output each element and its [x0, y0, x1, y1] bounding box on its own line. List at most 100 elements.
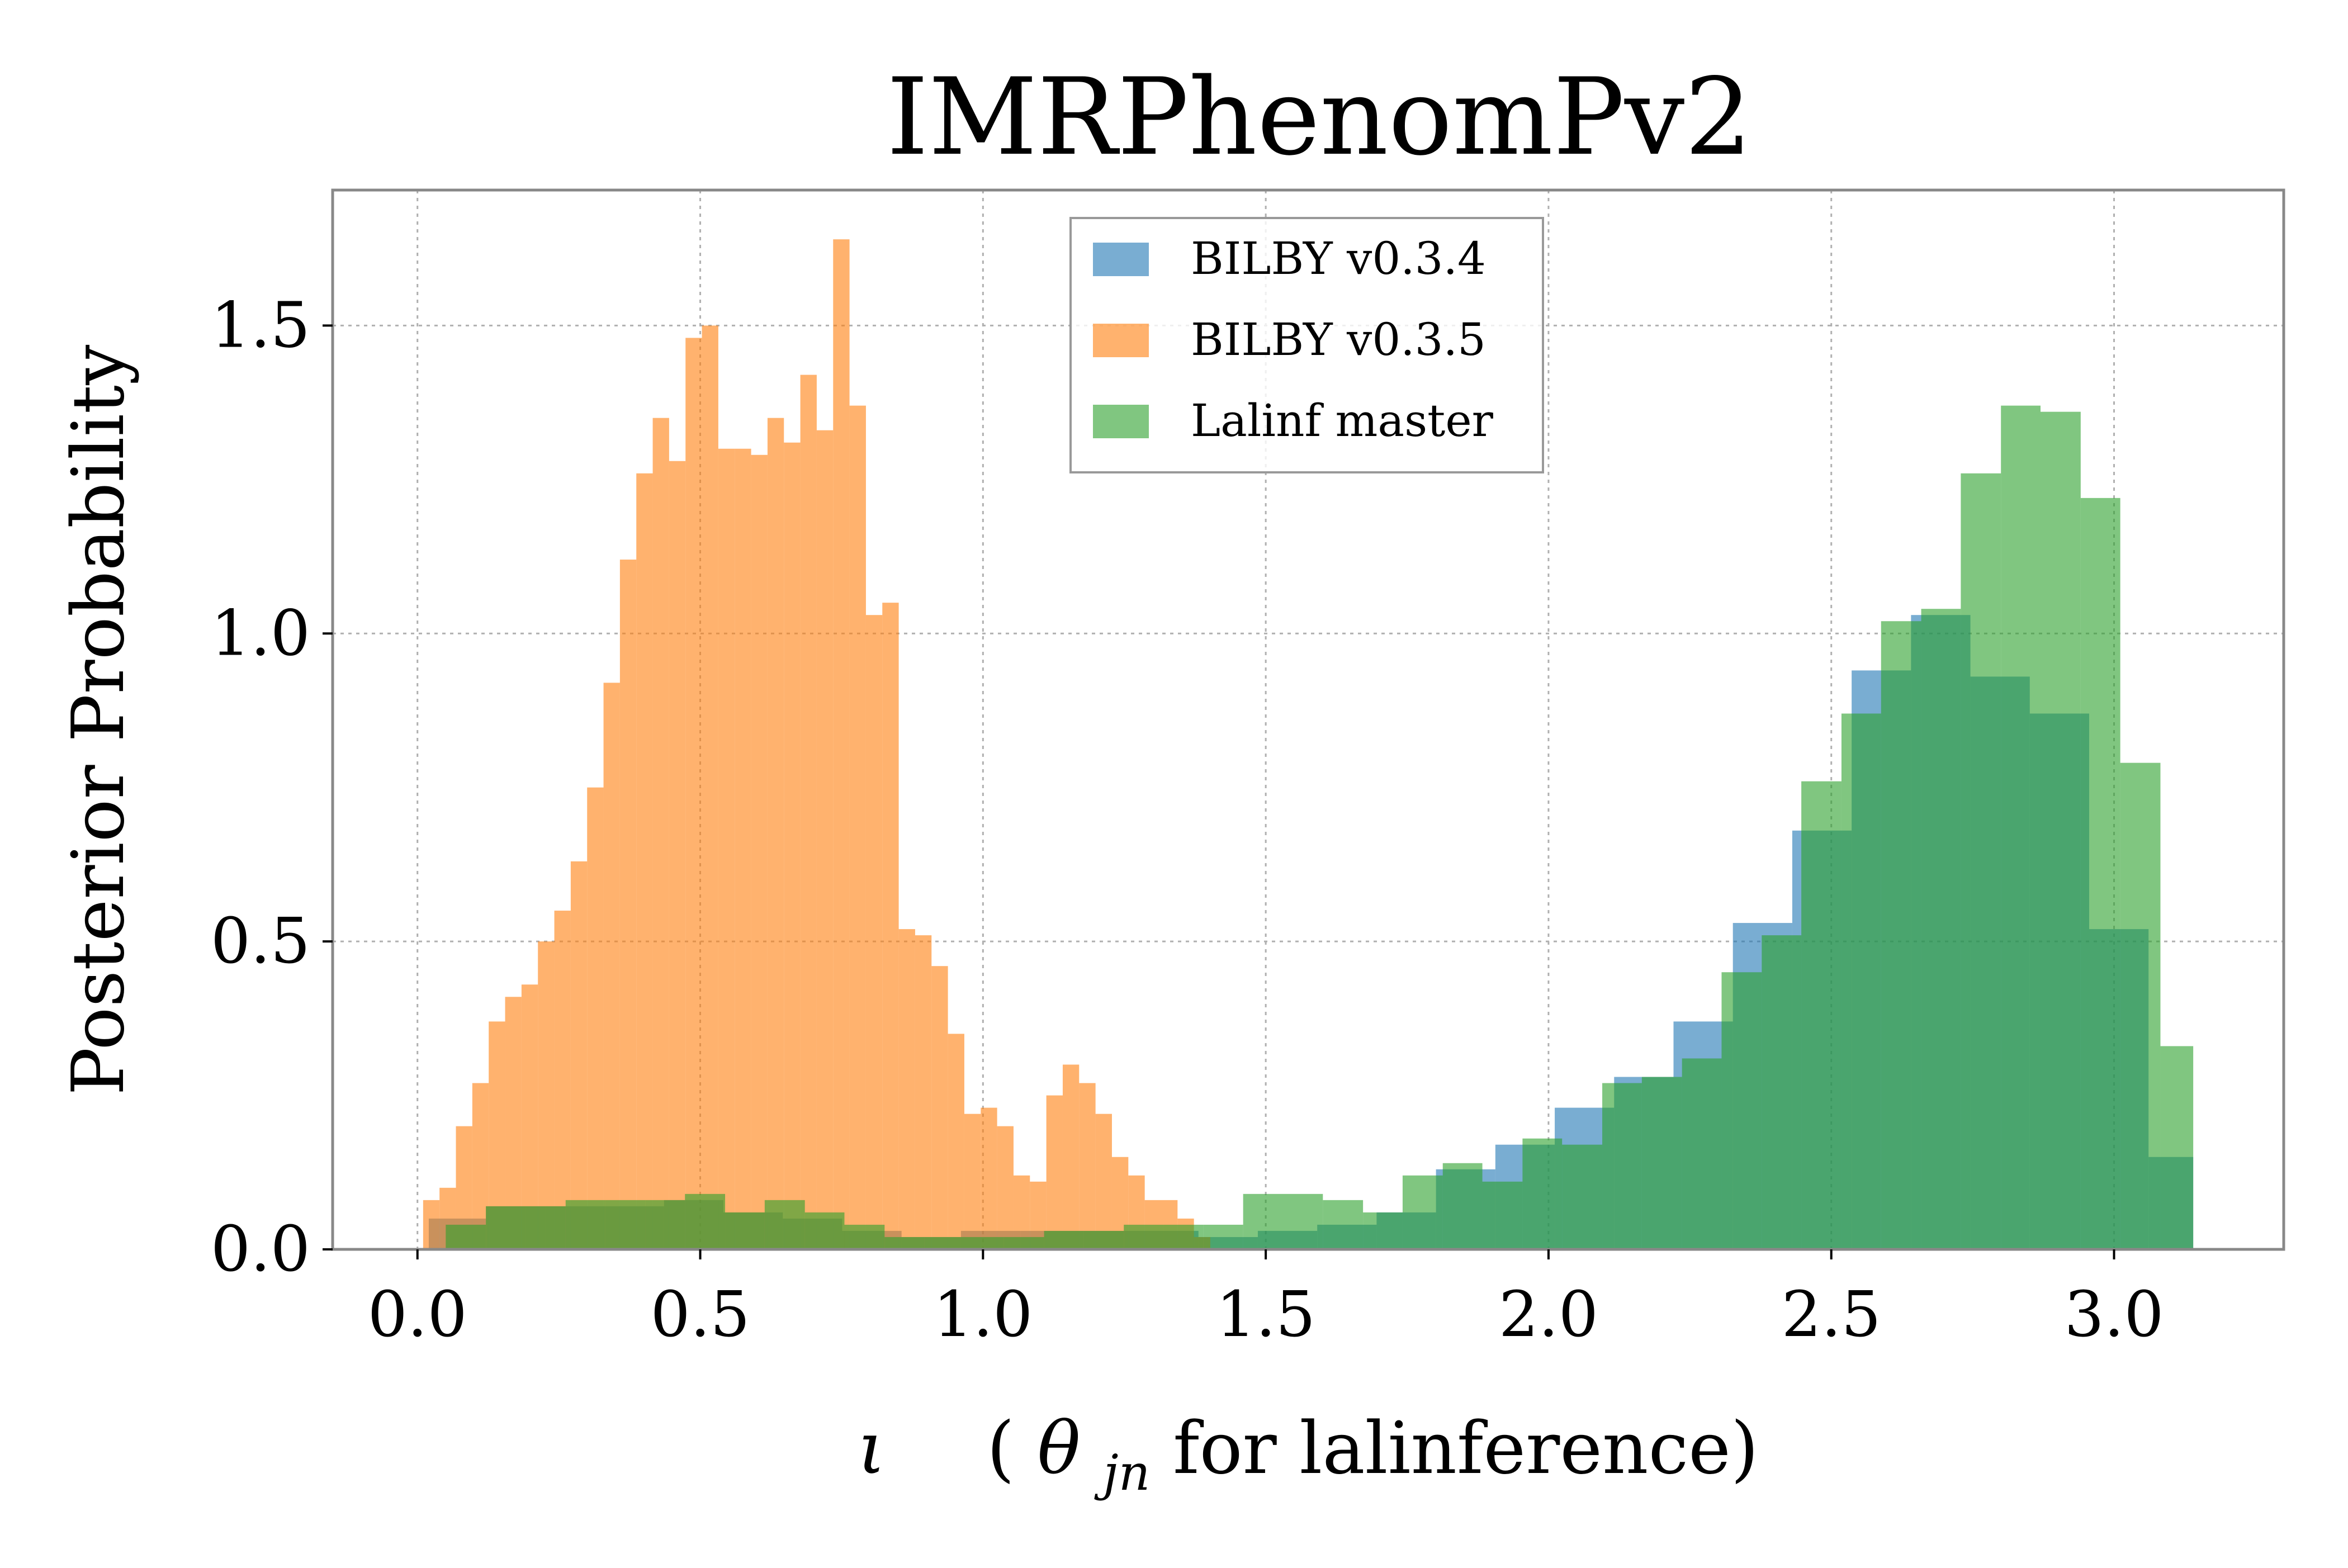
histogram-bar: [1203, 1224, 1243, 1249]
x-axis-label: ι ( θ jn for lalinference): [858, 1407, 1759, 1507]
histogram-bar: [1762, 935, 1802, 1249]
histogram-bar: [446, 1224, 486, 1249]
histogram-bar: [2001, 405, 2041, 1249]
histogram-bar: [1062, 1064, 1080, 1249]
histogram-bar: [964, 1237, 1004, 1249]
histogram-bar: [2120, 762, 2161, 1249]
histogram-bar: [718, 448, 735, 1249]
histogram-bar: [1402, 1175, 1443, 1249]
histogram-bar: [565, 1200, 605, 1249]
y-tick-label: 1.5: [211, 289, 310, 362]
histogram-bar: [784, 442, 801, 1249]
legend: BILBY v0.3.4 BILBY v0.3.5 Lalinf master: [1069, 217, 1544, 473]
axis-ticks: 0.0 0.5 1.0 1.5 2.0 2.5 3.0 0.0 0.5 1.0 1.5: [211, 289, 2164, 1351]
histogram-bar: [884, 1237, 925, 1249]
histogram-bar: [1124, 1224, 1164, 1249]
legend-label-bilby-v035: BILBY v0.3.5: [1191, 314, 1486, 366]
histogram-bar: [924, 1237, 964, 1249]
histogram-bar: [865, 615, 883, 1249]
histogram-bar: [486, 1206, 526, 1249]
histogram-bar: [1095, 1114, 1112, 1249]
x-tick-label: 2.5: [1782, 1278, 1881, 1351]
y-axis-label: Posterior Probability: [57, 344, 140, 1095]
series-bilby-v0-3-5: [423, 239, 1210, 1250]
histogram-bar: [1243, 1193, 1284, 1249]
histogram-bar: [570, 861, 588, 1249]
legend-frame: [1069, 217, 1544, 473]
x-axis-label-subscript: jn: [1093, 1444, 1150, 1501]
x-tick-label: 0.5: [650, 1278, 750, 1351]
histogram-bar: [669, 461, 686, 1249]
histogram-bar: [603, 683, 620, 1249]
histogram-bar: [1562, 1144, 1603, 1249]
histogram-bar: [800, 375, 817, 1250]
histogram-bar: [423, 1200, 440, 1249]
legend-swatch-bilby-v035: [1093, 324, 1149, 357]
histogram-bar: [964, 1114, 981, 1249]
histogram-bar: [1079, 1083, 1096, 1249]
histogram-bar: [652, 418, 669, 1250]
histogram-bar: [1044, 1230, 1084, 1249]
histogram-bar: [1482, 1181, 1523, 1249]
histogram-bar: [1641, 1077, 1682, 1249]
y-tick-label: 0.0: [211, 1213, 310, 1286]
histogram-bar: [2080, 498, 2120, 1249]
histogram-bar: [1881, 621, 1921, 1249]
histogram-bars: [423, 239, 2194, 1250]
x-axis-label-open-paren: (: [987, 1407, 1015, 1490]
histogram-bar: [685, 338, 702, 1249]
histogram-bar: [1921, 609, 1961, 1249]
x-tick-label: 3.0: [2064, 1278, 2164, 1351]
histogram-bar: [1602, 1083, 1642, 1249]
histogram-bar: [1283, 1193, 1323, 1249]
histogram-bar: [735, 448, 751, 1249]
histogram-bar: [1003, 1237, 1044, 1249]
histogram-bar: [1323, 1200, 1364, 1249]
histogram-bar: [1363, 1212, 1403, 1249]
histogram-bar: [751, 454, 768, 1249]
histogram-bar: [1083, 1230, 1124, 1249]
x-axis-label-iota: ι: [858, 1407, 886, 1490]
histogram-bar: [1961, 473, 2001, 1250]
histogram-bar: [538, 941, 555, 1249]
histogram-bar: [619, 560, 637, 1249]
histogram-bar: [1682, 1058, 1722, 1249]
histogram-bar: [2160, 1046, 2194, 1249]
histogram-bar: [521, 984, 538, 1249]
y-tick-label: 1.0: [211, 597, 310, 670]
histogram-bar: [764, 1200, 805, 1249]
legend-label-lalinf-master: Lalinf master: [1191, 395, 1494, 447]
histogram-bar: [804, 1212, 845, 1249]
x-tick-label: 2.0: [1499, 1278, 1598, 1351]
histogram-bar: [1046, 1095, 1063, 1249]
histogram-bar: [636, 473, 653, 1250]
series-lalinf-master: [446, 405, 2194, 1250]
histogram-bar: [2041, 411, 2081, 1249]
x-tick-label: 1.5: [1216, 1278, 1315, 1351]
histogram-bar: [833, 239, 850, 1249]
x-tick-label: 0.0: [368, 1278, 467, 1351]
histogram-bar: [525, 1206, 566, 1249]
histogram-bar: [997, 1126, 1014, 1249]
histogram-bar: [1721, 972, 1762, 1249]
histogram-bar: [844, 1224, 885, 1249]
legend-label-bilby-v034: BILBY v0.3.4: [1191, 233, 1486, 285]
histogram-bar: [685, 1193, 726, 1249]
histogram-bar: [1442, 1163, 1483, 1249]
histogram-bar: [702, 325, 718, 1249]
x-tick-label: 1.0: [933, 1278, 1033, 1351]
histogram-bar: [898, 929, 915, 1249]
y-tick-label: 0.5: [211, 905, 310, 978]
histogram-bar: [605, 1200, 646, 1249]
histogram-bar: [981, 1107, 997, 1249]
histogram-bar: [587, 787, 604, 1249]
histogram-bar: [554, 911, 571, 1249]
histogram-bar: [948, 1034, 964, 1249]
plot-frame: [331, 188, 2285, 1251]
histogram-bar: [882, 603, 899, 1249]
histogram-bar: [645, 1200, 685, 1249]
x-axis-label-theta: θ: [1038, 1407, 1081, 1490]
histogram-bar: [931, 966, 948, 1249]
